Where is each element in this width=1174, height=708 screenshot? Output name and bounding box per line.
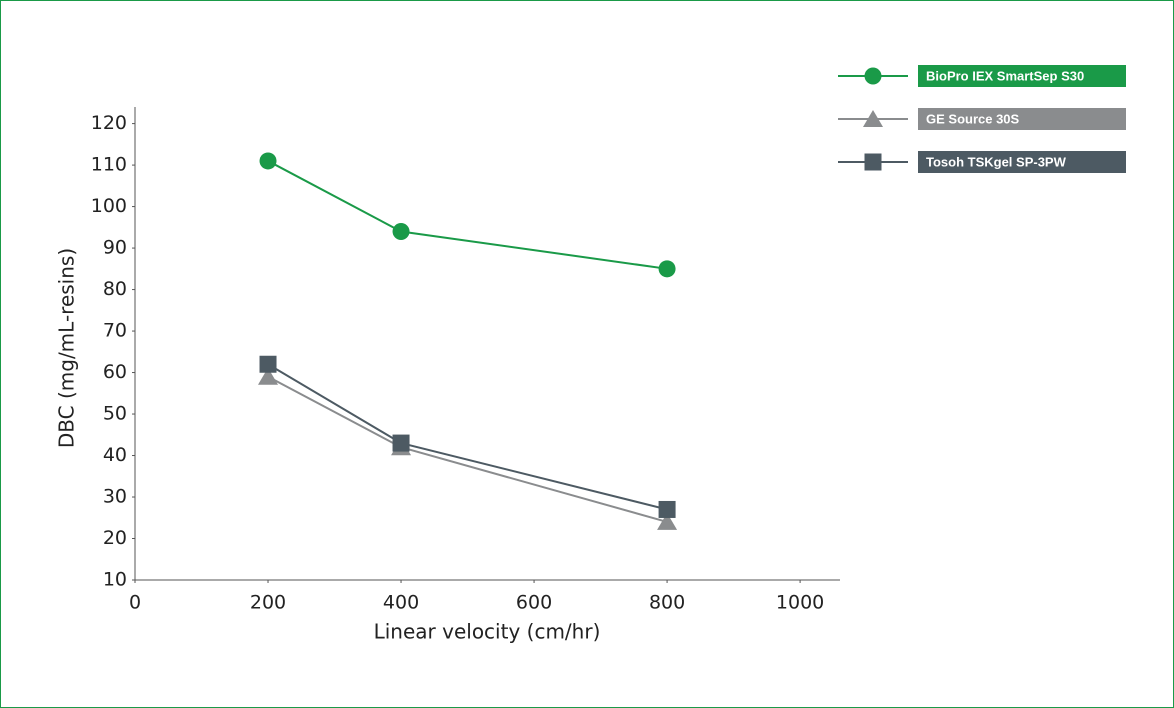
y-tick-label: 10 xyxy=(103,569,127,591)
y-tick-label: 90 xyxy=(103,237,127,259)
legend-label-box xyxy=(918,65,1126,87)
y-tick-label: 70 xyxy=(103,320,127,342)
point xyxy=(657,512,678,530)
x-tick-label: 600 xyxy=(516,592,552,614)
legend-label: BioPro IEX SmartSep S30 xyxy=(926,68,1084,83)
point xyxy=(392,222,410,240)
x-tick-label: 200 xyxy=(250,592,286,614)
y-tick-label: 40 xyxy=(103,444,127,466)
point xyxy=(658,260,676,278)
legend-marker xyxy=(864,67,882,85)
point xyxy=(258,367,279,385)
series-line xyxy=(267,160,668,270)
y-tick-label: 20 xyxy=(103,527,127,549)
legend-label-box xyxy=(918,108,1126,130)
y-tick-label: 80 xyxy=(103,278,127,300)
y-tick-label: 30 xyxy=(103,486,127,508)
legend-label: GE Source 30S xyxy=(926,111,1020,126)
y-tick-label: 60 xyxy=(103,361,127,383)
x-tick-label: 800 xyxy=(649,592,685,614)
y-tick-label: 50 xyxy=(103,403,127,425)
y-tick-label: 120 xyxy=(91,112,127,134)
legend-label: Tosoh TSKgel SP-3PW xyxy=(926,154,1067,169)
x-axis-title: Linear velocity (cm/hr) xyxy=(374,620,601,644)
point xyxy=(658,500,676,518)
y-tick-label: 100 xyxy=(91,195,127,217)
x-tick-label: 1000 xyxy=(776,592,824,614)
series-line xyxy=(267,363,668,511)
series-line xyxy=(267,375,668,523)
legend-marker xyxy=(864,153,882,171)
legend-label-box xyxy=(918,151,1126,173)
x-tick-label: 400 xyxy=(383,592,419,614)
point xyxy=(259,152,277,170)
y-tick-label: 110 xyxy=(91,154,127,176)
x-tick-label: 0 xyxy=(129,592,141,614)
point xyxy=(392,434,410,452)
point xyxy=(259,355,277,373)
legend-marker xyxy=(863,110,883,127)
y-axis-title: DBC (mg/mL-resins) xyxy=(55,248,79,448)
